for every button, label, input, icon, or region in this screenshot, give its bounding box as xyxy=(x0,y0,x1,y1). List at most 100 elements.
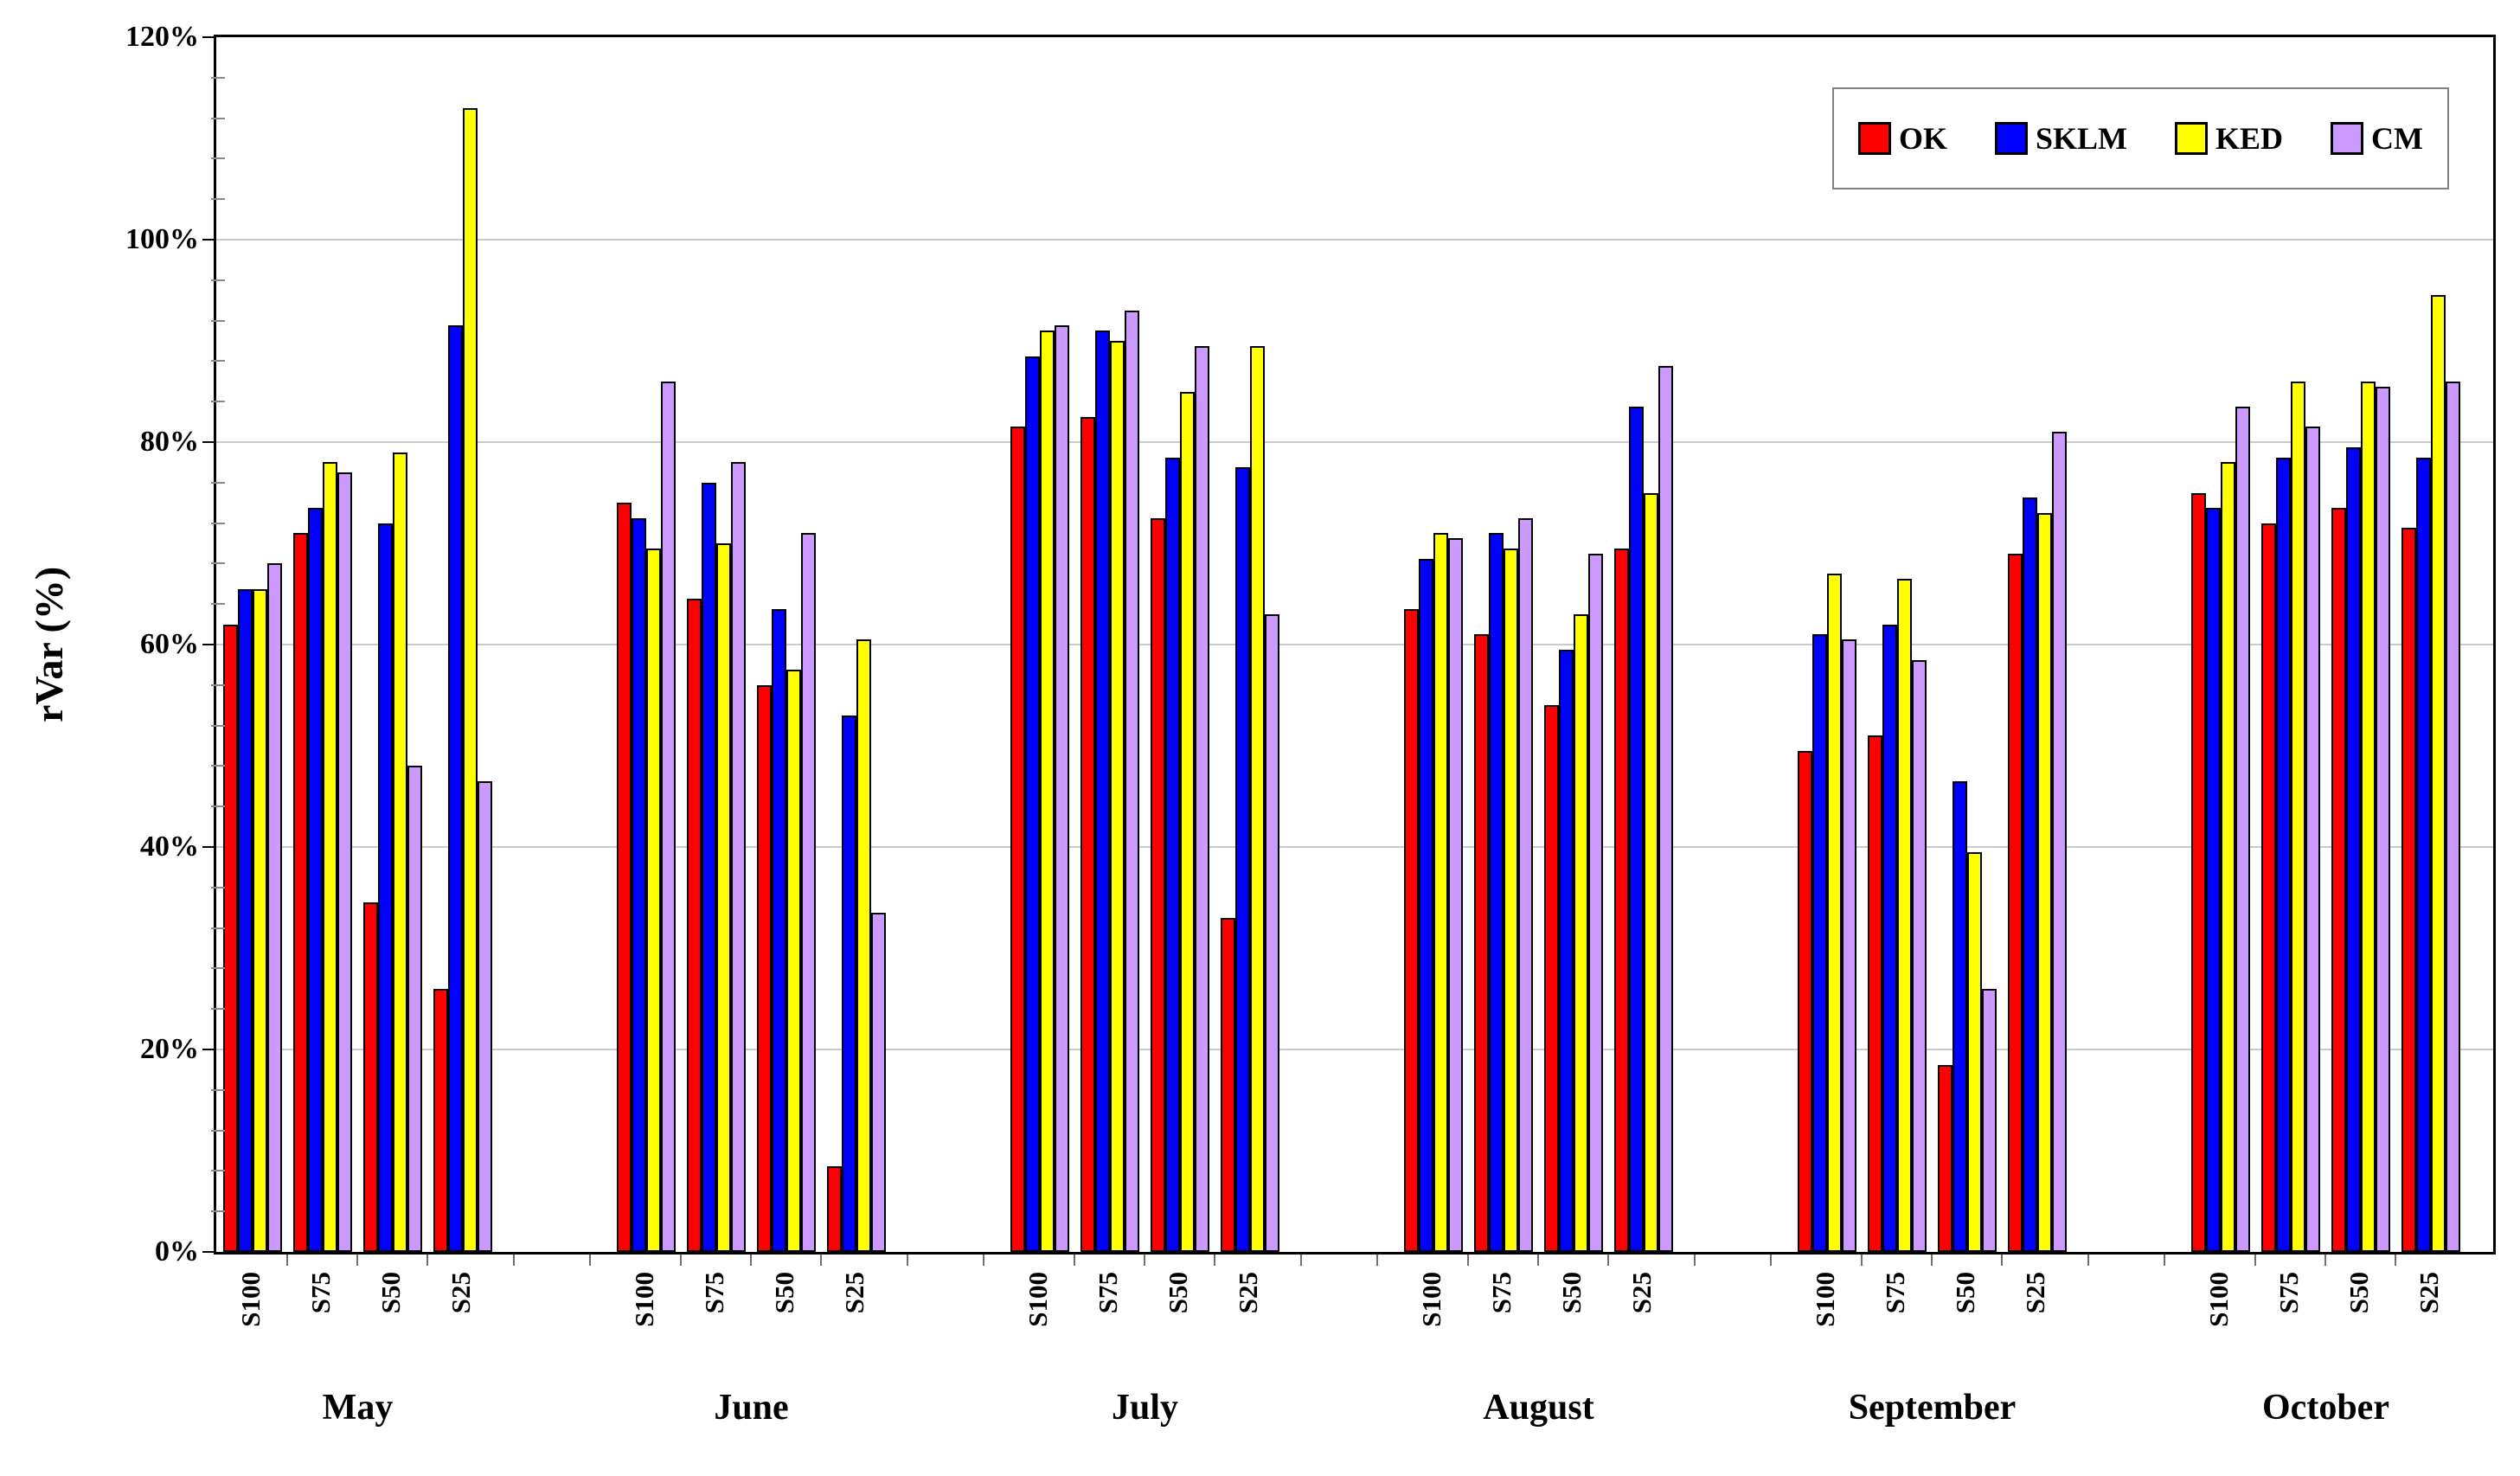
bar-august-s25-ked xyxy=(1644,492,1658,1252)
x-category-label-september-s50: S50 xyxy=(1950,1272,1980,1314)
bar-group-october-s50 xyxy=(2331,37,2390,1252)
y-major-tick-80 xyxy=(202,441,215,443)
bar-july-s75-ok xyxy=(1080,416,1095,1252)
x-month-label-october: October xyxy=(2262,1388,2389,1428)
y-minor-tick-8 xyxy=(211,1170,225,1172)
bar-october-s75-ked xyxy=(2291,381,2305,1252)
bar-august-s25-cm xyxy=(1658,366,1673,1252)
bar-may-s25-ked xyxy=(463,107,478,1252)
bar-august-s100-ok xyxy=(1404,609,1419,1252)
bar-july-s100-ok xyxy=(1010,427,1025,1252)
x-category-label-august-s75: S75 xyxy=(1486,1272,1516,1314)
bar-may-s25-ok xyxy=(433,988,448,1252)
x-category-label-july-s25: S25 xyxy=(1233,1272,1263,1314)
legend-label-sklm: SKLM xyxy=(2036,121,2128,156)
month-group-may xyxy=(223,37,492,1252)
legend-label-ok: OK xyxy=(1898,121,1947,156)
x-tick-gap-3b xyxy=(1770,1255,1772,1266)
bar-july-s50-ok xyxy=(1151,517,1165,1252)
bar-may-s75-ked xyxy=(323,462,337,1252)
x-tick-gap-4a xyxy=(2087,1255,2089,1266)
bar-group-september-s25 xyxy=(2008,37,2067,1252)
bar-july-s75-sklm xyxy=(1095,330,1110,1252)
bar-august-s75-ked xyxy=(1504,548,1518,1252)
bar-group-august-s75 xyxy=(1474,37,1533,1252)
bar-august-s50-sklm xyxy=(1559,649,1574,1252)
bar-october-s100-cm xyxy=(2235,407,2250,1252)
bar-june-s100-cm xyxy=(661,381,676,1252)
bar-group-june-s75 xyxy=(687,37,746,1252)
x-category-label-june-s75: S75 xyxy=(699,1272,729,1314)
x-tick-july-1 xyxy=(1074,1255,1075,1266)
gridline-20 xyxy=(216,1049,2493,1050)
bar-group-september-s100 xyxy=(1798,37,1856,1252)
bar-group-june-s50 xyxy=(757,37,816,1252)
bar-july-s50-cm xyxy=(1195,345,1209,1252)
bar-september-s100-sklm xyxy=(1812,634,1827,1252)
y-minor-tick-112 xyxy=(211,117,225,119)
bar-october-s25-sklm xyxy=(2416,457,2431,1252)
bar-group-august-s50 xyxy=(1544,37,1603,1252)
bar-june-s75-ked xyxy=(716,543,731,1252)
gridline-40 xyxy=(216,846,2493,848)
x-month-label-september: September xyxy=(1848,1388,2017,1428)
bar-october-s25-ked xyxy=(2431,295,2446,1252)
month-group-october xyxy=(2191,37,2460,1252)
bar-september-s75-sklm xyxy=(1882,624,1897,1252)
bar-june-s50-sklm xyxy=(772,609,786,1252)
y-minor-tick-104 xyxy=(211,198,225,201)
bar-october-s100-ok xyxy=(2191,492,2206,1252)
bar-group-july-s50 xyxy=(1151,37,1209,1252)
bar-october-s50-ok xyxy=(2331,508,2346,1252)
x-tick-october-1 xyxy=(2254,1255,2256,1266)
x-tick-august-3 xyxy=(1607,1255,1609,1266)
y-minor-tick-4 xyxy=(211,1210,225,1213)
bar-september-s100-ked xyxy=(1827,574,1842,1252)
bar-may-s75-cm xyxy=(337,472,352,1252)
bar-september-s100-cm xyxy=(1842,639,1856,1252)
gridline-60 xyxy=(216,644,2493,645)
legend-item-ok: OK xyxy=(1857,121,1947,156)
bar-june-s75-ok xyxy=(687,599,702,1252)
y-minor-tick-72 xyxy=(211,522,225,524)
y-minor-tick-16 xyxy=(211,1088,225,1091)
x-tick-october-2 xyxy=(2324,1255,2326,1266)
bar-july-s25-sklm xyxy=(1235,467,1250,1252)
y-minor-tick-92 xyxy=(211,319,225,322)
bar-july-s100-cm xyxy=(1055,325,1069,1252)
bar-august-s100-cm xyxy=(1448,538,1463,1252)
x-tick-september-1 xyxy=(1861,1255,1863,1266)
x-category-label-october-s25: S25 xyxy=(2414,1272,2444,1314)
x-category-label-august-s25: S25 xyxy=(1626,1272,1657,1314)
y-minor-tick-116 xyxy=(211,76,225,79)
bar-may-s100-ked xyxy=(253,588,267,1252)
y-major-tick-60 xyxy=(202,644,215,645)
y-axis-tick-label-0%: 0% xyxy=(155,1235,199,1267)
month-group-june xyxy=(617,37,886,1252)
bar-august-s50-ked xyxy=(1574,613,1588,1252)
bar-october-s100-sklm xyxy=(2206,508,2221,1252)
x-tick-gap-3a xyxy=(1694,1255,1696,1266)
x-month-label-june: June xyxy=(714,1388,789,1428)
bar-june-s25-cm xyxy=(871,913,886,1252)
x-category-label-july-s75: S75 xyxy=(1093,1272,1123,1314)
legend-label-ked: KED xyxy=(2215,121,2284,156)
bar-june-s75-sklm xyxy=(702,482,716,1252)
bar-july-s25-cm xyxy=(1265,613,1279,1252)
plot-area xyxy=(214,35,2496,1255)
y-minor-tick-56 xyxy=(211,683,225,686)
y-minor-tick-44 xyxy=(211,805,225,808)
x-category-label-september-s25: S25 xyxy=(2020,1272,2050,1314)
y-axis-tick-label-80%: 80% xyxy=(140,426,199,458)
bar-june-s100-ok xyxy=(617,503,632,1252)
x-category-label-may-s50: S50 xyxy=(375,1272,406,1314)
y-axis-tick-label-100%: 100% xyxy=(125,223,199,255)
x-category-label-june-s100: S100 xyxy=(629,1272,659,1327)
month-group-july xyxy=(1010,37,1279,1252)
x-tick-june-1 xyxy=(680,1255,682,1266)
bar-group-may-s25 xyxy=(433,37,492,1252)
bar-july-s75-ked xyxy=(1110,341,1125,1252)
x-tick-gap-2b xyxy=(1376,1255,1378,1266)
y-axis-tick-label-60%: 60% xyxy=(140,628,199,660)
